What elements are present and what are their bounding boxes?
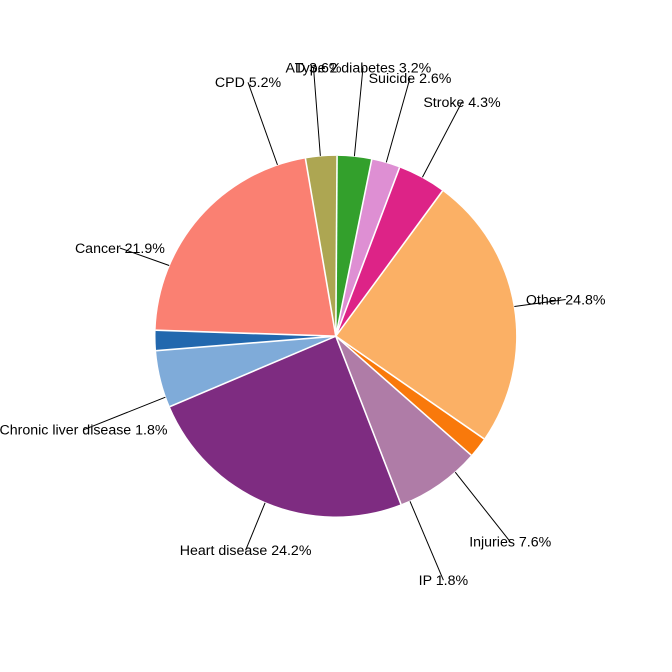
- svg-text:Injuries 7.6%: Injuries 7.6%: [469, 535, 551, 551]
- svg-text:Heart disease 24.2%: Heart disease 24.2%: [180, 543, 312, 559]
- svg-text:Cancer 21.9%: Cancer 21.9%: [75, 241, 165, 257]
- svg-text:Chronic liver disease 1.8%: Chronic liver disease 1.8%: [0, 423, 168, 439]
- svg-text:IP 1.8%: IP 1.8%: [419, 573, 469, 589]
- svg-text:Other 24.8%: Other 24.8%: [526, 292, 606, 308]
- svg-text:Stroke 4.3%: Stroke 4.3%: [423, 95, 501, 111]
